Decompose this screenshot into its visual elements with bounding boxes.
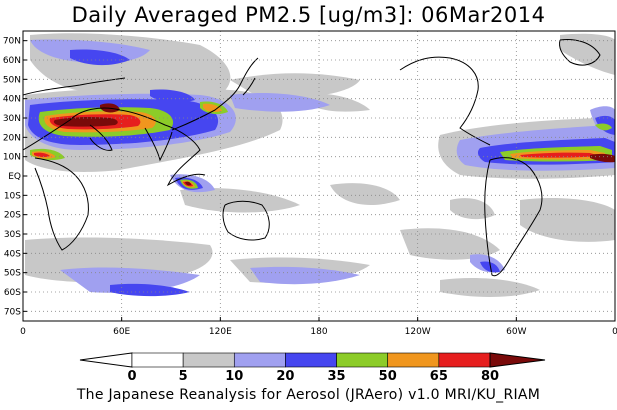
lon-tick-labels: 0 60E 120E 180 120W 60W 0 [20, 317, 617, 337]
colorbar: 0 5 10 20 35 50 65 80 [79, 352, 546, 384]
lon-tick-label: 0 [612, 327, 617, 337]
coastline-north-america [399, 56, 491, 146]
colorbar-right-arrow [489, 352, 546, 368]
lat-tick-label: 10N [3, 153, 21, 163]
coastline-europe [23, 77, 126, 96]
colorbar-level-label: 20 [276, 369, 294, 384]
colorbar-level-label: 35 [328, 369, 346, 384]
lat-tick-labels: 70N 60N 50N 40N 30N 20N 10N EQ 10S 20S 30S 40S 50S 60… [3, 37, 27, 317]
lat-tick-label: 70N [3, 37, 21, 47]
footer-credit: The Japanese Reanalysis for Aerosol (JRA… [76, 387, 541, 403]
colorbar-level-label: 80 [481, 369, 499, 384]
lat-tick-label: 40S [4, 249, 21, 259]
grid-lines [23, 31, 615, 321]
colorbar-level-label: 5 [179, 369, 188, 384]
pm25-map: 70N 60N 50N 40N 30N 20N 10N EQ 10S 20S 30S 40S 50S 60… [3, 30, 617, 337]
lon-tick-label: 180 [310, 327, 327, 337]
lat-tick-label: 30N [3, 114, 21, 124]
pm25-field [25, 33, 615, 297]
colorbar-level-label: 0 [127, 369, 136, 384]
lat-tick-label: 10S [4, 191, 21, 201]
colorbar-segment [233, 352, 286, 368]
lat-tick-label: 60N [3, 56, 21, 66]
map-title: Daily Averaged PM2.5 [ug/m3]: 06Mar2014 [71, 3, 546, 27]
lat-tick-label: 60S [4, 288, 21, 298]
coastline-india [144, 127, 173, 162]
coastline-asia-east [171, 57, 259, 131]
coastlines [23, 39, 601, 277]
lon-tick-label: 60E [113, 327, 130, 337]
colorbar-segment [336, 352, 389, 368]
coastline-greenland [559, 39, 601, 66]
colorbar-segment [131, 352, 184, 368]
coastline-africa-eurasia [23, 107, 206, 187]
colorbar-segment [387, 352, 440, 368]
coastline-japan [242, 77, 256, 96]
lat-tick-label: 30S [4, 230, 21, 240]
lat-tick-label: EQ [8, 172, 21, 182]
lat-tick-label: 40N [3, 95, 21, 105]
lat-tick-label: 70S [4, 307, 21, 317]
lat-tick-label: 50S [4, 269, 21, 279]
coastline-australia [222, 200, 270, 241]
lon-tick-label: 60W [506, 327, 526, 337]
colorbar-segment [438, 352, 491, 368]
coastline-arabia [89, 124, 113, 151]
lat-tick-label: 50N [3, 75, 21, 85]
lon-tick-label: 120E [209, 327, 232, 337]
lon-tick-label: 0 [20, 327, 26, 337]
colorbar-level-label: 50 [379, 369, 397, 384]
coastline-south-america [484, 157, 543, 277]
lat-tick-label: 20N [3, 133, 21, 143]
colorbar-segment [285, 352, 337, 368]
colorbar-level-label: 10 [225, 369, 243, 384]
colorbar-segment [182, 352, 235, 368]
colorbar-left-arrow [79, 352, 133, 368]
coastline-africa [34, 157, 89, 251]
colorbar-level-label: 65 [430, 369, 448, 384]
lon-tick-label: 120W [405, 327, 431, 337]
lat-tick-label: 20S [4, 211, 21, 221]
